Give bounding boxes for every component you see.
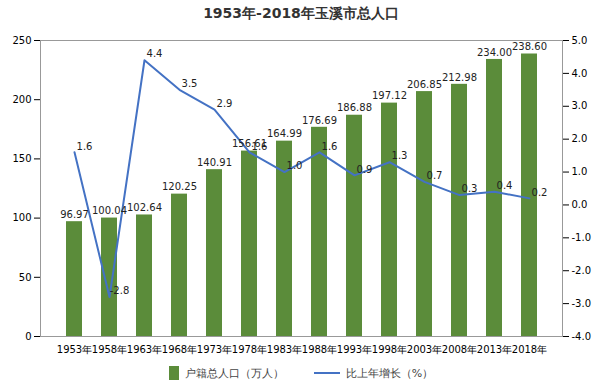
svg-text:1.6: 1.6 xyxy=(322,141,338,152)
svg-text:102.64: 102.64 xyxy=(127,202,162,213)
svg-text:0.7: 0.7 xyxy=(427,170,443,181)
svg-text:212.98: 212.98 xyxy=(442,72,477,83)
svg-text:-2.0: -2.0 xyxy=(572,265,592,276)
svg-text:206.85: 206.85 xyxy=(407,79,442,90)
svg-text:176.69: 176.69 xyxy=(302,114,337,125)
svg-text:100: 100 xyxy=(12,212,31,223)
svg-text:4.0: 4.0 xyxy=(572,68,588,79)
svg-text:0.3: 0.3 xyxy=(462,183,478,194)
svg-text:-4.0: -4.0 xyxy=(572,331,592,342)
svg-text:0.2: 0.2 xyxy=(532,187,548,198)
svg-text:150: 150 xyxy=(12,153,31,164)
svg-text:-3.0: -3.0 xyxy=(572,298,592,309)
svg-text:186.88: 186.88 xyxy=(337,102,372,113)
svg-text:164.99: 164.99 xyxy=(267,128,302,139)
svg-text:1993年: 1993年 xyxy=(337,344,372,355)
html-text:比上年增长（%）: 比上年增长（%） xyxy=(345,366,434,380)
svg-text:250: 250 xyxy=(12,35,31,46)
html-text:1953年-2018年玉溪市总人口: 1953年-2018年玉溪市总人口 xyxy=(203,5,399,21)
svg-text:140.91: 140.91 xyxy=(197,157,232,168)
svg-text:1978年: 1978年 xyxy=(232,344,267,355)
svg-text:0: 0 xyxy=(25,331,31,342)
svg-text:1953年: 1953年 xyxy=(57,344,92,355)
svg-text:50: 50 xyxy=(19,272,32,283)
svg-text:4.4: 4.4 xyxy=(147,48,163,59)
svg-text:1.0: 1.0 xyxy=(287,160,303,171)
svg-text:1988年: 1988年 xyxy=(302,344,337,355)
svg-text:1968年: 1968年 xyxy=(162,344,197,355)
svg-text:3.5: 3.5 xyxy=(182,78,198,89)
svg-text:238.60: 238.60 xyxy=(512,41,547,52)
svg-text:0.9: 0.9 xyxy=(357,164,373,175)
svg-text:-1.0: -1.0 xyxy=(572,232,592,243)
svg-text:2008年: 2008年 xyxy=(442,344,477,355)
svg-text:1963年: 1963年 xyxy=(127,344,162,355)
svg-text:5.0: 5.0 xyxy=(572,35,588,46)
svg-text:1983年: 1983年 xyxy=(267,344,302,355)
svg-text:0.0: 0.0 xyxy=(572,199,588,210)
svg-text:96.97: 96.97 xyxy=(60,209,89,220)
svg-text:1.6: 1.6 xyxy=(252,141,268,152)
svg-text:197.12: 197.12 xyxy=(372,90,407,101)
svg-text:0.4: 0.4 xyxy=(497,180,513,191)
svg-text:-2.8: -2.8 xyxy=(110,285,130,296)
svg-text:1.3: 1.3 xyxy=(392,150,408,161)
svg-text:1958年: 1958年 xyxy=(92,344,127,355)
svg-text:2.0: 2.0 xyxy=(572,133,588,144)
svg-text:1998年: 1998年 xyxy=(372,344,407,355)
svg-text:2003年: 2003年 xyxy=(407,344,442,355)
svg-text:2018年: 2018年 xyxy=(512,344,547,355)
html-text:户籍总人口（万人）: 户籍总人口（万人） xyxy=(184,366,284,380)
svg-text:1.0: 1.0 xyxy=(572,166,588,177)
svg-text:100.04: 100.04 xyxy=(92,205,127,216)
svg-text:2013年: 2013年 xyxy=(477,344,512,355)
svg-text:120.25: 120.25 xyxy=(162,181,197,192)
svg-text:1973年: 1973年 xyxy=(197,344,232,355)
svg-text:3.0: 3.0 xyxy=(572,100,588,111)
svg-text:2.9: 2.9 xyxy=(217,98,233,109)
svg-text:1.6: 1.6 xyxy=(77,141,93,152)
svg-text:156.61: 156.61 xyxy=(232,138,267,150)
svg-text:200: 200 xyxy=(12,94,31,105)
svg-text:234.00: 234.00 xyxy=(477,47,512,58)
